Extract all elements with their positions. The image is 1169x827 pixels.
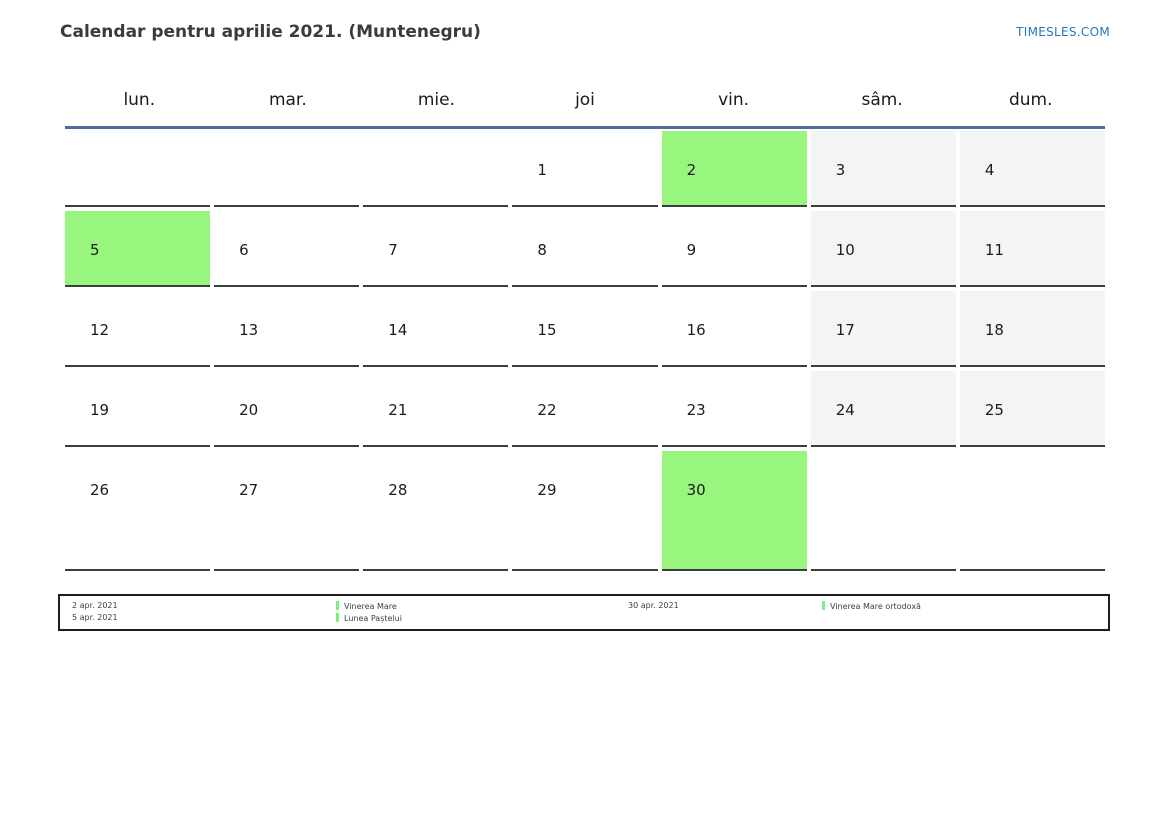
day-number: 17	[835, 321, 855, 339]
day-cell: 22	[512, 371, 658, 447]
day-cell: 26	[65, 451, 211, 571]
day-number: 23	[686, 401, 706, 419]
day-number: 24	[835, 401, 855, 419]
day-number: 20	[239, 401, 259, 419]
weekday-label-sun: dum.	[1008, 90, 1053, 110]
day-number: 3	[835, 161, 846, 179]
day-cell: 23	[661, 371, 807, 447]
day-number: 21	[388, 401, 408, 419]
day-number: 15	[537, 321, 557, 339]
holiday-marker	[336, 601, 339, 610]
day-cell-holiday: 2	[661, 131, 807, 207]
day-cell	[959, 451, 1105, 571]
legend-item: Lunea Paștelui	[336, 613, 402, 624]
day-number: 12	[90, 321, 110, 339]
day-number: 14	[388, 321, 408, 339]
day-number: 22	[537, 401, 557, 419]
weekday-label-sat: sâm.	[861, 90, 903, 110]
day-cell: 9	[661, 211, 807, 287]
legend-label: Vinerea Mare	[344, 602, 397, 611]
day-number: 6	[239, 241, 249, 259]
day-cell: 20	[214, 371, 360, 447]
day-cell-holiday: 5	[65, 211, 211, 287]
day-cell: 4	[959, 131, 1105, 207]
day-cell: 21	[363, 371, 509, 447]
day-number: 2	[686, 161, 697, 179]
day-cell: 16	[661, 291, 807, 367]
day-cell: 25	[959, 371, 1105, 447]
day-cell: 15	[512, 291, 658, 367]
day-number: 27	[239, 481, 259, 499]
day-number: 26	[90, 481, 110, 499]
holiday-marker	[336, 613, 339, 622]
site-link[interactable]: TIMESLES.COM	[1016, 25, 1110, 39]
day-cell: 7	[363, 211, 509, 287]
calendar-grid: 1 2 3 4 5 6 7 8 9 10 11 12 13 14 15 16 1…	[65, 131, 1105, 571]
day-cell: 3	[810, 131, 956, 207]
day-number: 7	[388, 241, 398, 259]
day-number: 13	[239, 321, 259, 339]
day-cell	[810, 451, 956, 571]
day-number: 9	[686, 241, 697, 259]
day-number: 19	[90, 401, 110, 419]
day-cell: 17	[810, 291, 956, 367]
day-number: 16	[686, 321, 706, 339]
holiday-marker	[822, 601, 825, 610]
legend-date: 5 apr. 2021	[72, 613, 118, 622]
legend-item: Vinerea Mare	[336, 601, 397, 612]
day-number: 25	[984, 401, 1004, 419]
day-cell: 11	[959, 211, 1105, 287]
day-cell: 18	[959, 291, 1105, 367]
day-cell	[65, 131, 211, 207]
weekday-label-fri: vin.	[718, 90, 750, 110]
weekday-label-wed: mie.	[417, 90, 455, 110]
day-cell: 6	[214, 211, 360, 287]
day-cell: 13	[214, 291, 360, 367]
weekday-label-tue: mar.	[268, 90, 307, 110]
legend-date: 2 apr. 2021	[72, 601, 118, 610]
day-cell: 10	[810, 211, 956, 287]
day-cell: 14	[363, 291, 509, 367]
legend-box: 2 apr. 2021 5 apr. 2021 Vinerea Mare Lun…	[58, 594, 1110, 631]
day-cell	[214, 131, 360, 207]
day-cell: 27	[214, 451, 360, 571]
legend-label: Vinerea Mare ortodoxă	[830, 602, 921, 611]
day-number: 4	[984, 161, 995, 179]
page-title: Calendar pentru aprilie 2021. (Muntenegr…	[60, 22, 481, 42]
day-number: 5	[90, 241, 100, 259]
calendar: lun. mar. mie. joi vin. sâm. dum. 1 2 3 …	[65, 83, 1105, 571]
day-number: 28	[388, 481, 408, 499]
day-cell: 12	[65, 291, 211, 367]
day-number: 30	[686, 481, 706, 499]
weekday-header-row: lun. mar. mie. joi vin. sâm. dum.	[65, 83, 1105, 129]
day-number: 29	[537, 481, 557, 499]
weekday-label-mon: lun.	[123, 90, 156, 110]
legend-item: Vinerea Mare ortodoxă	[822, 601, 921, 612]
day-cell: 28	[363, 451, 509, 571]
day-cell: 24	[810, 371, 956, 447]
day-cell	[363, 131, 509, 207]
legend-date: 30 apr. 2021	[628, 601, 679, 610]
day-number: 11	[984, 241, 1004, 259]
day-number: 1	[537, 161, 547, 179]
day-cell: 19	[65, 371, 211, 447]
day-cell-holiday: 30	[661, 451, 807, 571]
day-cell: 29	[512, 451, 658, 571]
day-cell: 8	[512, 211, 658, 287]
day-number: 8	[537, 241, 547, 259]
day-number: 18	[984, 321, 1004, 339]
day-number: 10	[835, 241, 855, 259]
legend-label: Lunea Paștelui	[344, 614, 402, 623]
day-cell: 1	[512, 131, 658, 207]
weekday-label-thu: joi	[575, 90, 595, 110]
